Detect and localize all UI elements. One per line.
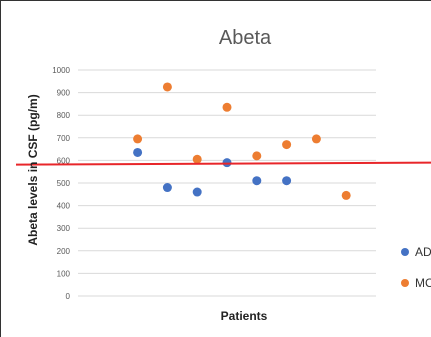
y-axis-label: Abeta levels in CSF (pg/m) (26, 94, 40, 245)
y-tick-label: 0 (66, 292, 71, 301)
chart-title: Abeta (219, 27, 272, 49)
legend-label-mci: MCI (415, 276, 431, 290)
data-point-ad (192, 187, 202, 197)
data-point-ad (133, 147, 143, 157)
y-tick-label: 200 (57, 247, 71, 256)
data-point-mci (341, 190, 351, 200)
legend: AD MCI (401, 245, 431, 290)
legend-marker-mci (401, 279, 409, 287)
y-tick-label: 500 (57, 179, 71, 188)
y-tick-label: 100 (57, 269, 71, 278)
y-tick-label: 700 (57, 134, 71, 143)
y-tick-label: 600 (57, 156, 71, 165)
data-point-ad (282, 176, 292, 186)
y-tick-labels: 0 100 200 300 400 500 600 700 800 900 1000 (52, 66, 70, 301)
data-point-mci (162, 82, 172, 92)
data-point-ad (162, 183, 172, 193)
threshold-line (15, 161, 431, 166)
y-tick-label: 400 (57, 202, 71, 211)
data-point-mci (222, 102, 232, 112)
data-point-mci (252, 151, 262, 161)
data-point-mci (133, 134, 143, 144)
y-tick-label: 800 (57, 111, 71, 120)
data-points (133, 82, 351, 200)
data-point-ad (252, 176, 262, 186)
y-tick-label: 900 (57, 89, 71, 98)
data-point-mci (311, 134, 321, 144)
legend-marker-ad (401, 248, 409, 256)
y-tick-label: 1000 (52, 66, 70, 75)
y-tick-label: 300 (57, 224, 71, 233)
data-point-mci (282, 140, 292, 150)
data-point-mci (192, 154, 202, 164)
legend-label-ad: AD (415, 245, 431, 259)
x-axis-label: Patients (221, 309, 268, 323)
